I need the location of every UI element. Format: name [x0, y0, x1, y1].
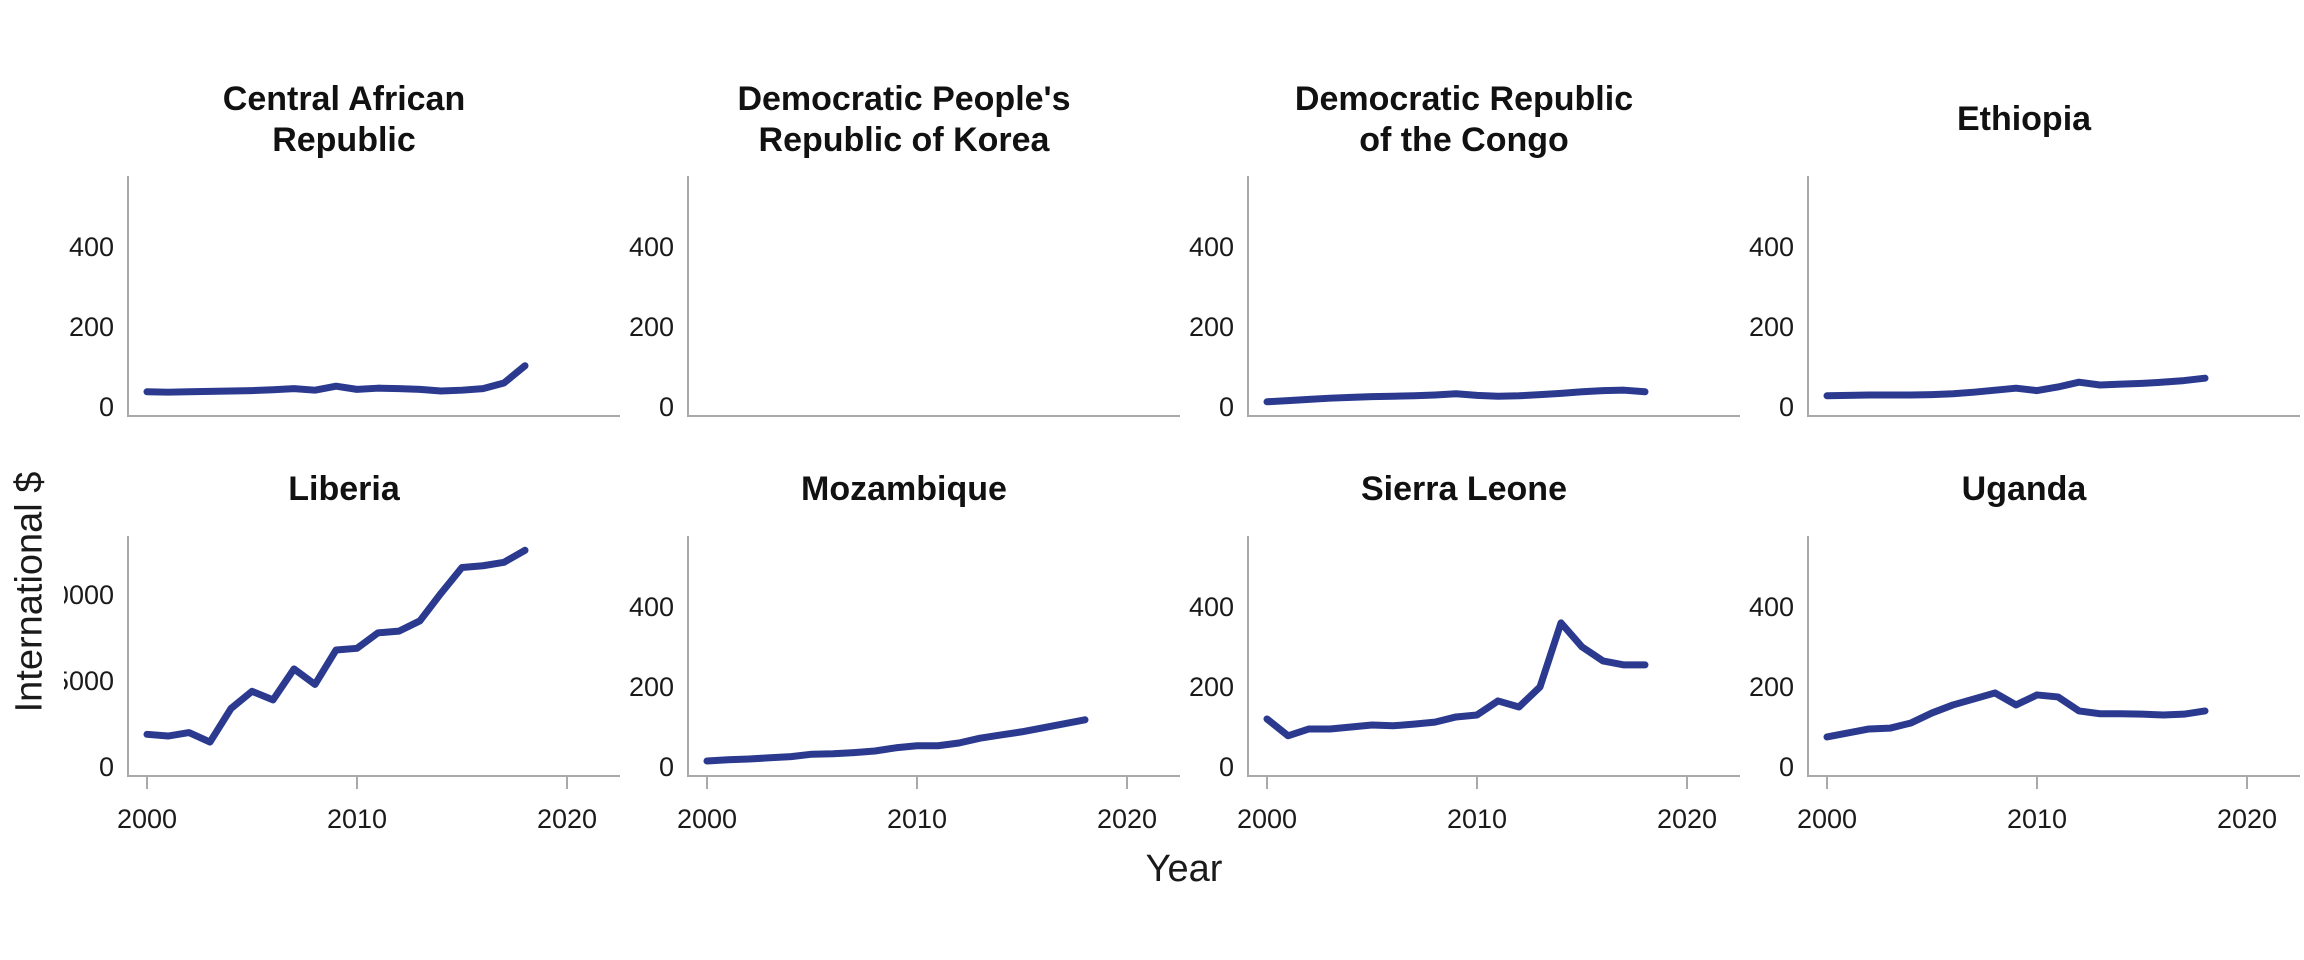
- panel-liberia: Liberia 0 5000 10000 2000 2010 2020: [64, 426, 624, 834]
- panel-ethiopia: Ethiopia 0 200 400: [1744, 0, 2304, 426]
- svg-text:0: 0: [659, 392, 674, 422]
- svg-text:400: 400: [1189, 232, 1234, 262]
- panel-title-ethiopia: Ethiopia: [1744, 64, 2304, 176]
- panel-title-dpr-korea: Democratic People's Republic of Korea: [624, 64, 1184, 176]
- svg-text:2020: 2020: [1097, 804, 1157, 834]
- panel-title-mozambique: Mozambique: [624, 444, 1184, 536]
- svg-text:2000: 2000: [117, 804, 177, 834]
- svg-text:2010: 2010: [887, 804, 947, 834]
- panel-title-uganda: Uganda: [1744, 444, 2304, 536]
- svg-text:2000: 2000: [1237, 804, 1297, 834]
- svg-text:200: 200: [1189, 312, 1234, 342]
- line-chart-uganda: 0 200 400 2000 2010 2020: [1749, 536, 2300, 834]
- svg-text:400: 400: [1749, 592, 1794, 622]
- svg-text:2020: 2020: [1657, 804, 1717, 834]
- line-chart-dr-congo: 0 200 400: [1189, 176, 1740, 422]
- line-chart-mozambique: 0 200 400 2000 2010 2020: [629, 536, 1180, 834]
- line-chart-dpr-korea: 0 200 400: [629, 176, 1180, 422]
- title-line: Democratic Republic: [1294, 79, 1634, 118]
- panel-dpr-korea: Democratic People's Republic of Korea 0 2…: [624, 0, 1184, 426]
- svg-text:2010: 2010: [2007, 804, 2067, 834]
- svg-text:10000: 10000: [64, 580, 114, 610]
- panel-uganda: Uganda 0 200 400 2000 2010 2020: [1744, 426, 2304, 834]
- line-chart-sierra-leone: 0 200 400 2000 2010 2020: [1189, 536, 1740, 834]
- svg-text:200: 200: [1189, 672, 1234, 702]
- title-line: Ethiopia: [1956, 100, 2092, 139]
- svg-text:2010: 2010: [327, 804, 387, 834]
- panel-title-sierra-leone: Sierra Leone: [1184, 444, 1744, 536]
- svg-text:400: 400: [1189, 592, 1234, 622]
- svg-text:200: 200: [629, 672, 674, 702]
- title-line: Sierra Leone: [1361, 470, 1567, 509]
- panel-central-african-republic: Central African Republic 0 200 400: [64, 0, 624, 426]
- y-axis-label: International $: [8, 471, 51, 713]
- svg-text:0: 0: [99, 752, 114, 782]
- panel-title-central-african-republic: Central African Republic: [64, 64, 624, 176]
- svg-text:400: 400: [629, 592, 674, 622]
- svg-text:2010: 2010: [1447, 804, 1507, 834]
- svg-text:2020: 2020: [537, 804, 597, 834]
- panel-title-liberia: Liberia: [64, 444, 624, 536]
- svg-text:400: 400: [629, 232, 674, 262]
- svg-text:0: 0: [1779, 392, 1794, 422]
- title-line: Republic of Korea: [758, 121, 1050, 159]
- svg-text:400: 400: [69, 232, 114, 262]
- panel-mozambique: Mozambique 0 200 400 2000 2010 2020: [624, 426, 1184, 834]
- title-line: Democratic People's: [737, 79, 1071, 118]
- panel-dr-congo: Democratic Republic of the Congo 0 200 400: [1184, 0, 1744, 426]
- title-line: Uganda: [1961, 470, 2087, 509]
- panel-title-dr-congo: Democratic Republic of the Congo: [1184, 64, 1744, 176]
- svg-text:200: 200: [629, 312, 674, 342]
- title-line: Central African: [222, 79, 466, 118]
- svg-text:200: 200: [69, 312, 114, 342]
- title-line: Mozambique: [801, 470, 1007, 509]
- svg-text:2000: 2000: [677, 804, 737, 834]
- svg-text:0: 0: [99, 392, 114, 422]
- x-axis-label: Year: [1145, 848, 1223, 890]
- panel-sierra-leone: Sierra Leone 0 200 400 2000 2010 2020: [1184, 426, 1744, 834]
- svg-text:2000: 2000: [1797, 804, 1857, 834]
- title-line: of the Congo: [1359, 121, 1569, 159]
- svg-text:2020: 2020: [2217, 804, 2277, 834]
- line-chart-ethiopia: 0 200 400: [1749, 176, 2300, 422]
- title-line: Republic: [272, 121, 416, 159]
- panel-grid: Central African Republic 0 200 400 Democra…: [64, 0, 2304, 834]
- svg-text:200: 200: [1749, 312, 1794, 342]
- svg-text:0: 0: [1219, 392, 1234, 422]
- title-line: Liberia: [288, 470, 400, 509]
- svg-text:400: 400: [1749, 232, 1794, 262]
- svg-text:0: 0: [1779, 752, 1794, 782]
- svg-text:0: 0: [1219, 752, 1234, 782]
- svg-text:200: 200: [1749, 672, 1794, 702]
- svg-text:0: 0: [659, 752, 674, 782]
- svg-text:5000: 5000: [64, 666, 114, 696]
- line-chart-central-african-republic: 0 200 400: [69, 176, 620, 422]
- line-chart-liberia: 0 5000 10000 2000 2010 2020: [64, 536, 620, 834]
